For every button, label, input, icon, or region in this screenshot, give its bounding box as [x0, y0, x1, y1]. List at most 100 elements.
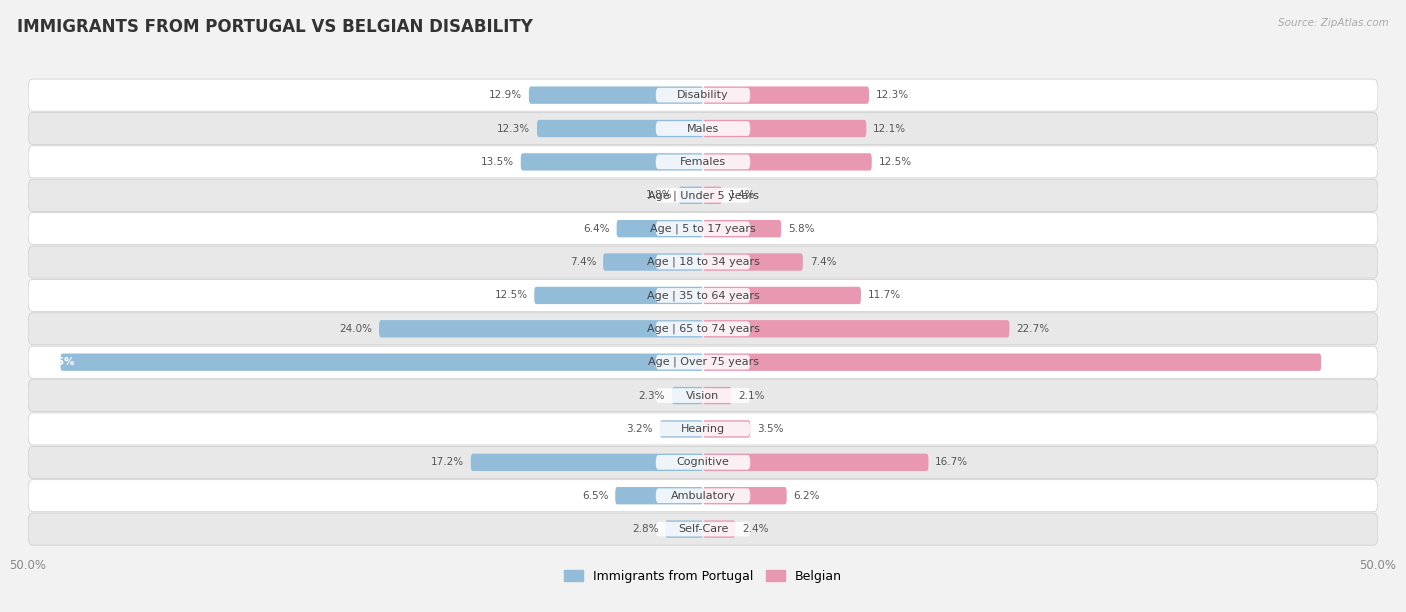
Text: 13.5%: 13.5%	[481, 157, 515, 167]
Text: 12.9%: 12.9%	[489, 90, 522, 100]
Text: 24.0%: 24.0%	[339, 324, 373, 334]
FancyBboxPatch shape	[703, 86, 869, 104]
FancyBboxPatch shape	[534, 287, 703, 304]
FancyBboxPatch shape	[655, 355, 751, 370]
FancyBboxPatch shape	[703, 453, 928, 471]
Text: Age | Under 5 years: Age | Under 5 years	[648, 190, 758, 201]
FancyBboxPatch shape	[655, 88, 751, 102]
FancyBboxPatch shape	[703, 287, 860, 304]
Text: 12.5%: 12.5%	[879, 157, 911, 167]
Text: Females: Females	[681, 157, 725, 167]
Text: Cognitive: Cognitive	[676, 457, 730, 468]
FancyBboxPatch shape	[665, 520, 703, 538]
Text: 6.4%: 6.4%	[583, 223, 610, 234]
Text: 2.8%: 2.8%	[631, 524, 658, 534]
FancyBboxPatch shape	[703, 153, 872, 171]
FancyBboxPatch shape	[703, 520, 735, 538]
FancyBboxPatch shape	[28, 280, 1378, 312]
FancyBboxPatch shape	[28, 313, 1378, 345]
FancyBboxPatch shape	[655, 388, 751, 403]
Text: 17.2%: 17.2%	[432, 457, 464, 468]
Text: Disability: Disability	[678, 90, 728, 100]
Text: Age | 18 to 34 years: Age | 18 to 34 years	[647, 257, 759, 267]
Legend: Immigrants from Portugal, Belgian: Immigrants from Portugal, Belgian	[560, 564, 846, 588]
Text: Age | 5 to 17 years: Age | 5 to 17 years	[650, 223, 756, 234]
Text: Vision: Vision	[686, 390, 720, 401]
FancyBboxPatch shape	[28, 413, 1378, 445]
Text: 3.5%: 3.5%	[756, 424, 783, 434]
Text: IMMIGRANTS FROM PORTUGAL VS BELGIAN DISABILITY: IMMIGRANTS FROM PORTUGAL VS BELGIAN DISA…	[17, 18, 533, 36]
FancyBboxPatch shape	[28, 480, 1378, 512]
FancyBboxPatch shape	[28, 446, 1378, 479]
FancyBboxPatch shape	[520, 153, 703, 171]
Text: 11.7%: 11.7%	[868, 291, 901, 300]
Text: 22.7%: 22.7%	[1017, 324, 1049, 334]
Text: 1.8%: 1.8%	[645, 190, 672, 200]
FancyBboxPatch shape	[655, 121, 751, 136]
FancyBboxPatch shape	[655, 188, 751, 203]
Text: 3.2%: 3.2%	[627, 424, 652, 434]
FancyBboxPatch shape	[28, 346, 1378, 378]
Text: Age | Over 75 years: Age | Over 75 years	[648, 357, 758, 367]
FancyBboxPatch shape	[28, 513, 1378, 545]
FancyBboxPatch shape	[655, 522, 751, 537]
FancyBboxPatch shape	[703, 187, 721, 204]
FancyBboxPatch shape	[655, 222, 751, 236]
FancyBboxPatch shape	[659, 420, 703, 438]
FancyBboxPatch shape	[655, 455, 751, 469]
Text: 2.1%: 2.1%	[738, 390, 765, 401]
FancyBboxPatch shape	[703, 420, 751, 438]
Text: 45.8%: 45.8%	[1330, 357, 1367, 367]
FancyBboxPatch shape	[655, 321, 751, 336]
FancyBboxPatch shape	[679, 187, 703, 204]
FancyBboxPatch shape	[703, 220, 782, 237]
Text: 47.6%: 47.6%	[39, 357, 76, 367]
Text: 1.4%: 1.4%	[728, 190, 755, 200]
FancyBboxPatch shape	[655, 255, 751, 269]
Text: Self-Care: Self-Care	[678, 524, 728, 534]
FancyBboxPatch shape	[28, 212, 1378, 245]
Text: 7.4%: 7.4%	[810, 257, 837, 267]
Text: 5.8%: 5.8%	[787, 223, 814, 234]
FancyBboxPatch shape	[28, 79, 1378, 111]
Text: Hearing: Hearing	[681, 424, 725, 434]
FancyBboxPatch shape	[655, 488, 751, 503]
FancyBboxPatch shape	[537, 120, 703, 137]
FancyBboxPatch shape	[703, 487, 787, 504]
Text: 2.3%: 2.3%	[638, 390, 665, 401]
Text: Age | 35 to 64 years: Age | 35 to 64 years	[647, 290, 759, 300]
Text: 6.2%: 6.2%	[793, 491, 820, 501]
Text: Age | 65 to 74 years: Age | 65 to 74 years	[647, 324, 759, 334]
FancyBboxPatch shape	[28, 113, 1378, 144]
Text: 16.7%: 16.7%	[935, 457, 969, 468]
FancyBboxPatch shape	[655, 155, 751, 170]
FancyBboxPatch shape	[655, 422, 751, 436]
FancyBboxPatch shape	[28, 146, 1378, 178]
FancyBboxPatch shape	[616, 487, 703, 504]
Text: 7.4%: 7.4%	[569, 257, 596, 267]
Text: Source: ZipAtlas.com: Source: ZipAtlas.com	[1278, 18, 1389, 28]
FancyBboxPatch shape	[28, 379, 1378, 412]
Text: 12.3%: 12.3%	[876, 90, 908, 100]
FancyBboxPatch shape	[603, 253, 703, 271]
Text: 12.1%: 12.1%	[873, 124, 907, 133]
Text: 12.5%: 12.5%	[495, 291, 527, 300]
FancyBboxPatch shape	[703, 387, 731, 405]
FancyBboxPatch shape	[380, 320, 703, 337]
FancyBboxPatch shape	[703, 354, 1322, 371]
Text: Males: Males	[688, 124, 718, 133]
FancyBboxPatch shape	[655, 288, 751, 303]
FancyBboxPatch shape	[471, 453, 703, 471]
FancyBboxPatch shape	[703, 253, 803, 271]
Text: 6.5%: 6.5%	[582, 491, 609, 501]
FancyBboxPatch shape	[60, 354, 703, 371]
FancyBboxPatch shape	[703, 120, 866, 137]
FancyBboxPatch shape	[617, 220, 703, 237]
FancyBboxPatch shape	[28, 179, 1378, 211]
Text: 2.4%: 2.4%	[742, 524, 769, 534]
FancyBboxPatch shape	[28, 246, 1378, 278]
FancyBboxPatch shape	[703, 320, 1010, 337]
Text: 12.3%: 12.3%	[498, 124, 530, 133]
FancyBboxPatch shape	[672, 387, 703, 405]
FancyBboxPatch shape	[529, 86, 703, 104]
